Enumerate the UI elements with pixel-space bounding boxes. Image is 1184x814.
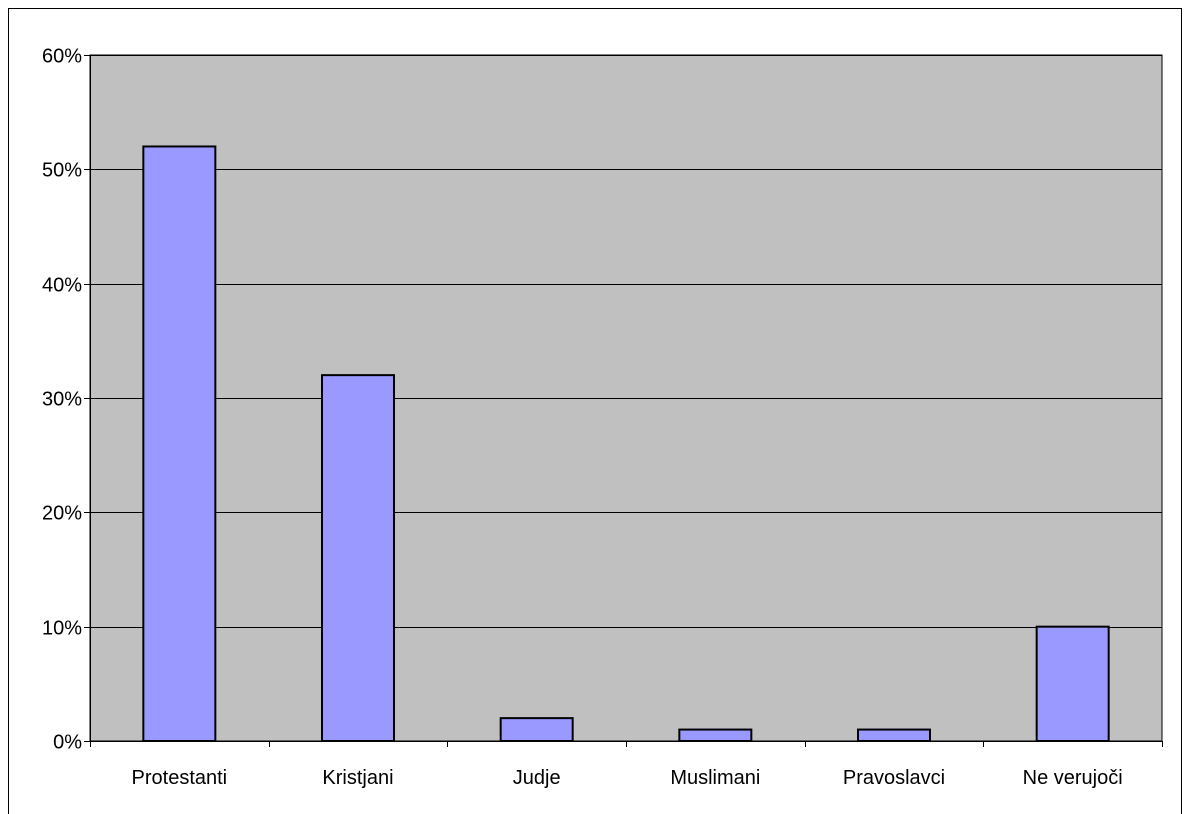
y-tick-label: 10% (42, 618, 82, 640)
y-tick-label: 0% (53, 732, 82, 754)
y-tick-label: 20% (42, 503, 82, 525)
gridlines (90, 55, 1162, 628)
bar-protestanti (142, 145, 217, 742)
bar-muslimani (678, 728, 753, 742)
x-tick-label: Muslimani (670, 767, 760, 789)
bar-judje (499, 717, 574, 743)
y-tick-label: 60% (42, 46, 82, 68)
axes (84, 55, 1163, 747)
x-tick-label: Ne verujoči (1023, 767, 1123, 789)
y-tick-label: 50% (42, 160, 82, 182)
bar-ne-verujoči (1035, 625, 1110, 743)
y-tick-label: 30% (42, 389, 82, 411)
x-tick-label: Pravoslavci (843, 767, 945, 789)
x-tick-label: Protestanti (132, 767, 228, 789)
bar-kristjani (321, 374, 395, 742)
tick-labels: 0% 10% 20% 30% 40% 50% 60% Protestanti Kristjani… (42, 46, 1123, 790)
x-tick-label: Judje (513, 767, 561, 789)
bar-pravoslavci (857, 728, 931, 742)
y-tick-label: 40% (42, 275, 82, 297)
x-tick-label: Kristjani (322, 767, 393, 789)
